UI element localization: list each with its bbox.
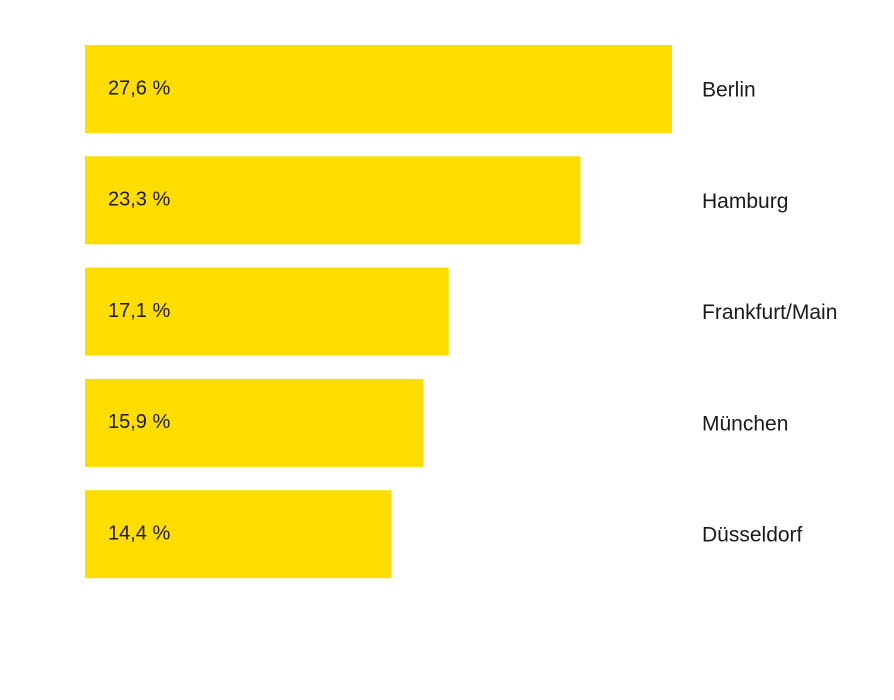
bar-frankfurt-main <box>85 267 449 356</box>
category-label-duesseldorf: Düsseldorf <box>702 524 803 547</box>
value-label-hamburg: 23,3 % <box>108 189 170 211</box>
value-label-duesseldorf: 14,4 % <box>108 522 170 544</box>
category-label-hamburg: Hamburg <box>702 190 788 213</box>
value-label-frankfurt-main: 17,1 % <box>108 300 170 322</box>
value-label-berlin: 27,6 % <box>108 77 170 99</box>
bar-hamburg <box>85 156 581 245</box>
bar-muenchen <box>85 378 424 467</box>
category-label-muenchen: München <box>702 412 788 435</box>
bar-duesseldorf <box>85 490 392 579</box>
category-label-frankfurt-main: Frankfurt/Main <box>702 301 837 324</box>
value-label-muenchen: 15,9 % <box>108 411 170 433</box>
category-label-berlin: Berlin <box>702 79 756 102</box>
bar-berlin <box>85 45 672 133</box>
bars-group: 27,6 % Berlin 23,3 % Hamburg 17,1 % Frankfurt… <box>85 45 837 579</box>
